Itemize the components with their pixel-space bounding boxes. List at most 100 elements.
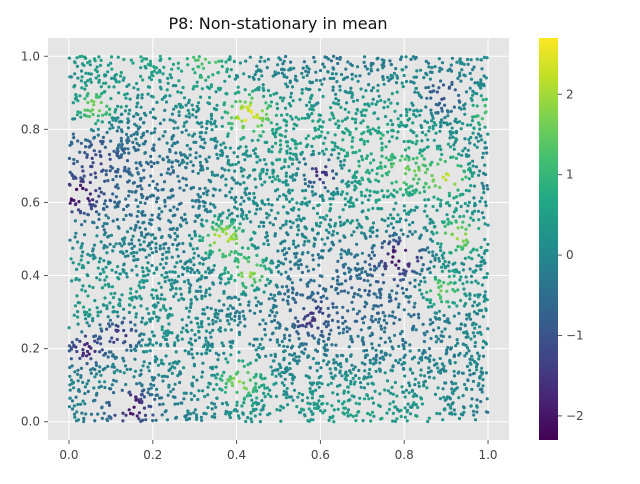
scatter-point xyxy=(179,105,182,108)
scatter-point xyxy=(446,114,449,117)
scatter-point xyxy=(75,188,78,191)
scatter-point xyxy=(221,211,224,214)
scatter-point xyxy=(212,228,215,231)
scatter-point xyxy=(98,95,101,98)
scatter-point xyxy=(194,408,197,411)
scatter-point xyxy=(437,337,440,340)
scatter-point xyxy=(207,75,210,78)
scatter-point xyxy=(369,361,372,364)
scatter-point xyxy=(457,371,460,374)
scatter-point xyxy=(173,281,176,284)
scatter-point xyxy=(345,182,348,185)
scatter-point xyxy=(469,318,472,321)
scatter-point xyxy=(253,278,256,281)
scatter-point xyxy=(327,383,330,386)
scatter-point xyxy=(430,370,433,373)
scatter-point xyxy=(369,283,372,286)
scatter-point xyxy=(325,229,328,232)
scatter-point xyxy=(153,272,156,275)
scatter-point xyxy=(123,169,126,172)
scatter-point xyxy=(350,364,353,367)
scatter-point xyxy=(445,122,448,125)
scatter-point xyxy=(241,126,244,129)
scatter-point xyxy=(390,129,393,132)
scatter-point xyxy=(147,93,150,96)
scatter-point xyxy=(189,244,192,247)
scatter-point xyxy=(193,71,196,74)
scatter-point xyxy=(373,190,376,193)
scatter-point xyxy=(105,401,108,404)
scatter-point xyxy=(159,308,162,311)
scatter-point xyxy=(425,298,428,301)
scatter-point xyxy=(289,61,292,64)
scatter-point xyxy=(79,176,82,179)
scatter-point xyxy=(430,219,433,222)
scatter-point xyxy=(154,117,157,120)
scatter-point xyxy=(80,367,83,370)
scatter-point xyxy=(317,264,320,267)
scatter-point xyxy=(249,394,252,397)
scatter-point xyxy=(200,76,203,79)
scatter-point xyxy=(353,380,356,383)
scatter-point xyxy=(332,191,335,194)
scatter-point xyxy=(70,357,73,360)
scatter-point xyxy=(149,247,152,250)
scatter-point xyxy=(439,202,442,205)
scatter-point xyxy=(183,415,186,418)
scatter-point xyxy=(367,72,370,75)
scatter-point xyxy=(177,275,180,278)
scatter-point xyxy=(95,76,98,79)
scatter-point xyxy=(311,185,314,188)
scatter-point xyxy=(282,205,285,208)
scatter-point xyxy=(177,299,180,302)
scatter-point xyxy=(356,312,359,315)
scatter-point xyxy=(82,417,85,420)
scatter-point xyxy=(345,378,348,381)
scatter-point xyxy=(376,207,379,210)
scatter-point xyxy=(291,291,294,294)
scatter-point xyxy=(340,256,343,259)
scatter-point xyxy=(201,389,204,392)
scatter-point xyxy=(449,362,452,365)
scatter-point xyxy=(348,169,351,172)
scatter-point xyxy=(473,210,476,213)
scatter-point xyxy=(408,343,411,346)
scatter-point xyxy=(235,182,238,185)
scatter-point xyxy=(461,372,464,375)
scatter-point xyxy=(476,114,479,117)
scatter-point xyxy=(455,157,458,160)
scatter-point xyxy=(395,81,398,84)
scatter-point xyxy=(79,116,82,119)
scatter-point xyxy=(429,260,432,263)
scatter-point xyxy=(247,300,250,303)
scatter-point xyxy=(347,111,350,114)
scatter-point xyxy=(341,322,344,325)
scatter-point xyxy=(87,315,90,318)
scatter-point xyxy=(430,66,433,69)
scatter-point xyxy=(160,236,163,239)
scatter-point xyxy=(453,370,456,373)
scatter-point xyxy=(384,145,387,148)
scatter-point xyxy=(173,127,176,130)
scatter-point xyxy=(137,284,140,287)
scatter-point xyxy=(404,125,407,128)
scatter-point xyxy=(411,328,414,331)
scatter-point xyxy=(244,101,247,104)
scatter-point xyxy=(334,374,337,377)
scatter-point xyxy=(321,395,324,398)
scatter-point xyxy=(316,350,319,353)
scatter-point xyxy=(368,254,371,257)
scatter-point xyxy=(352,377,355,380)
scatter-point xyxy=(255,304,258,307)
scatter-point xyxy=(102,304,105,307)
scatter-point xyxy=(442,281,445,284)
scatter-point xyxy=(331,241,334,244)
scatter-point xyxy=(181,318,184,321)
scatter-point xyxy=(203,395,206,398)
scatter-point xyxy=(202,308,205,311)
scatter-point xyxy=(266,239,269,242)
scatter-point xyxy=(470,388,473,391)
scatter-point xyxy=(336,311,339,314)
scatter-point xyxy=(185,184,188,187)
scatter-point xyxy=(93,350,96,353)
